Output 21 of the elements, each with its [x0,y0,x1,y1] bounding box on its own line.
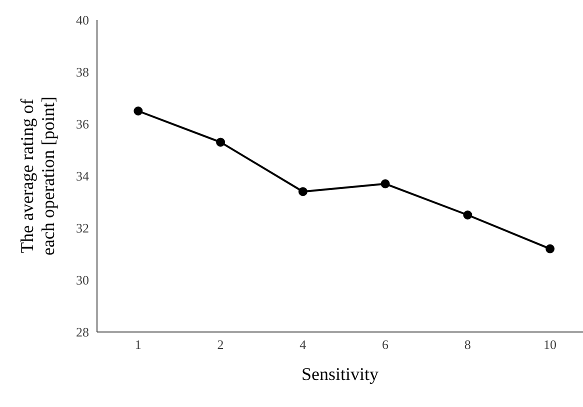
y-tick-label: 34 [76,168,90,184]
x-tick-label: 4 [300,337,307,352]
x-tick-label: 6 [382,337,390,352]
point [380,179,390,188]
y-tick-label: 30 [76,272,89,288]
x-tick-label: 2 [217,337,224,352]
point [216,138,226,147]
x-tick-label: 1 [134,337,142,352]
y-tick-label: 28 [76,324,89,340]
point [298,187,308,196]
x-tick-label: 8 [464,337,471,352]
y-tick-label: 38 [76,64,89,80]
y-tick-label: 36 [76,116,90,132]
point [463,210,472,220]
point [546,244,555,254]
y-axis-title: The average rating of each operation [point] [17,96,58,256]
y-tick-label: 32 [76,220,89,236]
point [134,106,143,116]
y-tick-label: 40 [76,12,89,28]
x-axis-title: Sensitivity [301,364,379,384]
x-tick-label: 10 [544,337,557,352]
